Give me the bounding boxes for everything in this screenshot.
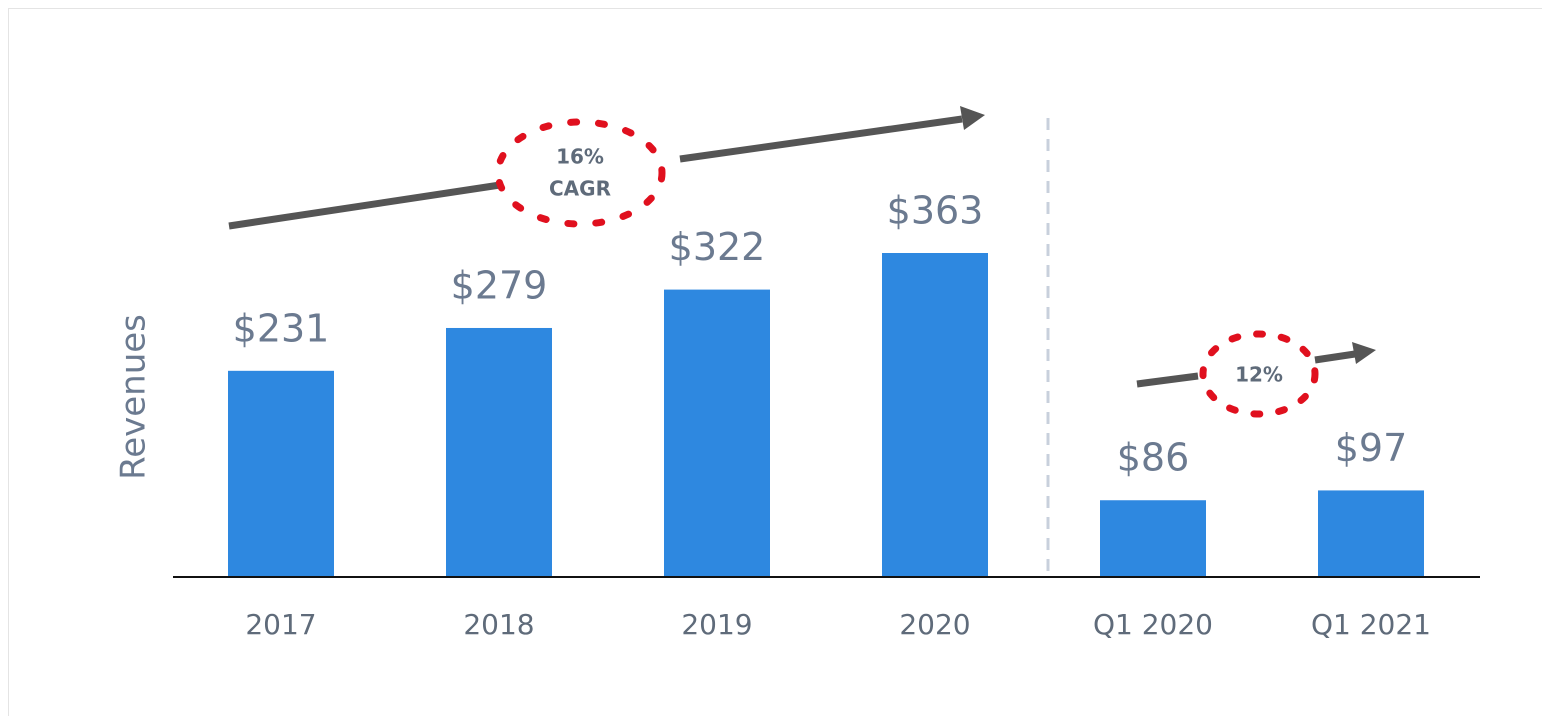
- arrow-head: [960, 106, 985, 130]
- value-label: $279: [451, 263, 548, 307]
- arrow-segment: [679, 115, 963, 163]
- arrow-head: [1352, 342, 1376, 364]
- value-label: $97: [1335, 426, 1408, 470]
- highlight-ellipse: [494, 118, 666, 228]
- bar: [446, 327, 552, 577]
- x-tick-label: 2018: [463, 608, 534, 641]
- value-label: $322: [669, 225, 766, 269]
- frame: [8, 8, 1542, 716]
- annotation: 12%: [1235, 363, 1283, 387]
- arrow-segment: [228, 181, 501, 230]
- value-label: $231: [233, 306, 330, 350]
- x-tick-label: 2019: [681, 608, 752, 641]
- x-tick-label: Q1 2020: [1093, 608, 1213, 641]
- growth-arrow-main: [228, 106, 985, 230]
- bar: [1100, 500, 1206, 577]
- x-tick-label: 2017: [245, 608, 316, 641]
- bar: [228, 370, 334, 577]
- bar: [664, 289, 770, 577]
- value-label: $86: [1117, 436, 1190, 480]
- growth-arrow-quarter: [1136, 330, 1376, 418]
- x-tick-label: 2020: [899, 608, 970, 641]
- annotation: CAGR: [549, 177, 611, 201]
- highlight-ellipse: [1199, 330, 1319, 418]
- arrow-segment: [1314, 350, 1356, 364]
- value-label: $363: [887, 189, 984, 233]
- x-tick-label: Q1 2021: [1311, 608, 1431, 641]
- bar: [882, 253, 988, 577]
- y-axis-label: Revenues: [114, 314, 154, 480]
- bar: [1318, 490, 1424, 577]
- annotation: 16%: [556, 145, 604, 169]
- arrow-segment: [1136, 372, 1199, 388]
